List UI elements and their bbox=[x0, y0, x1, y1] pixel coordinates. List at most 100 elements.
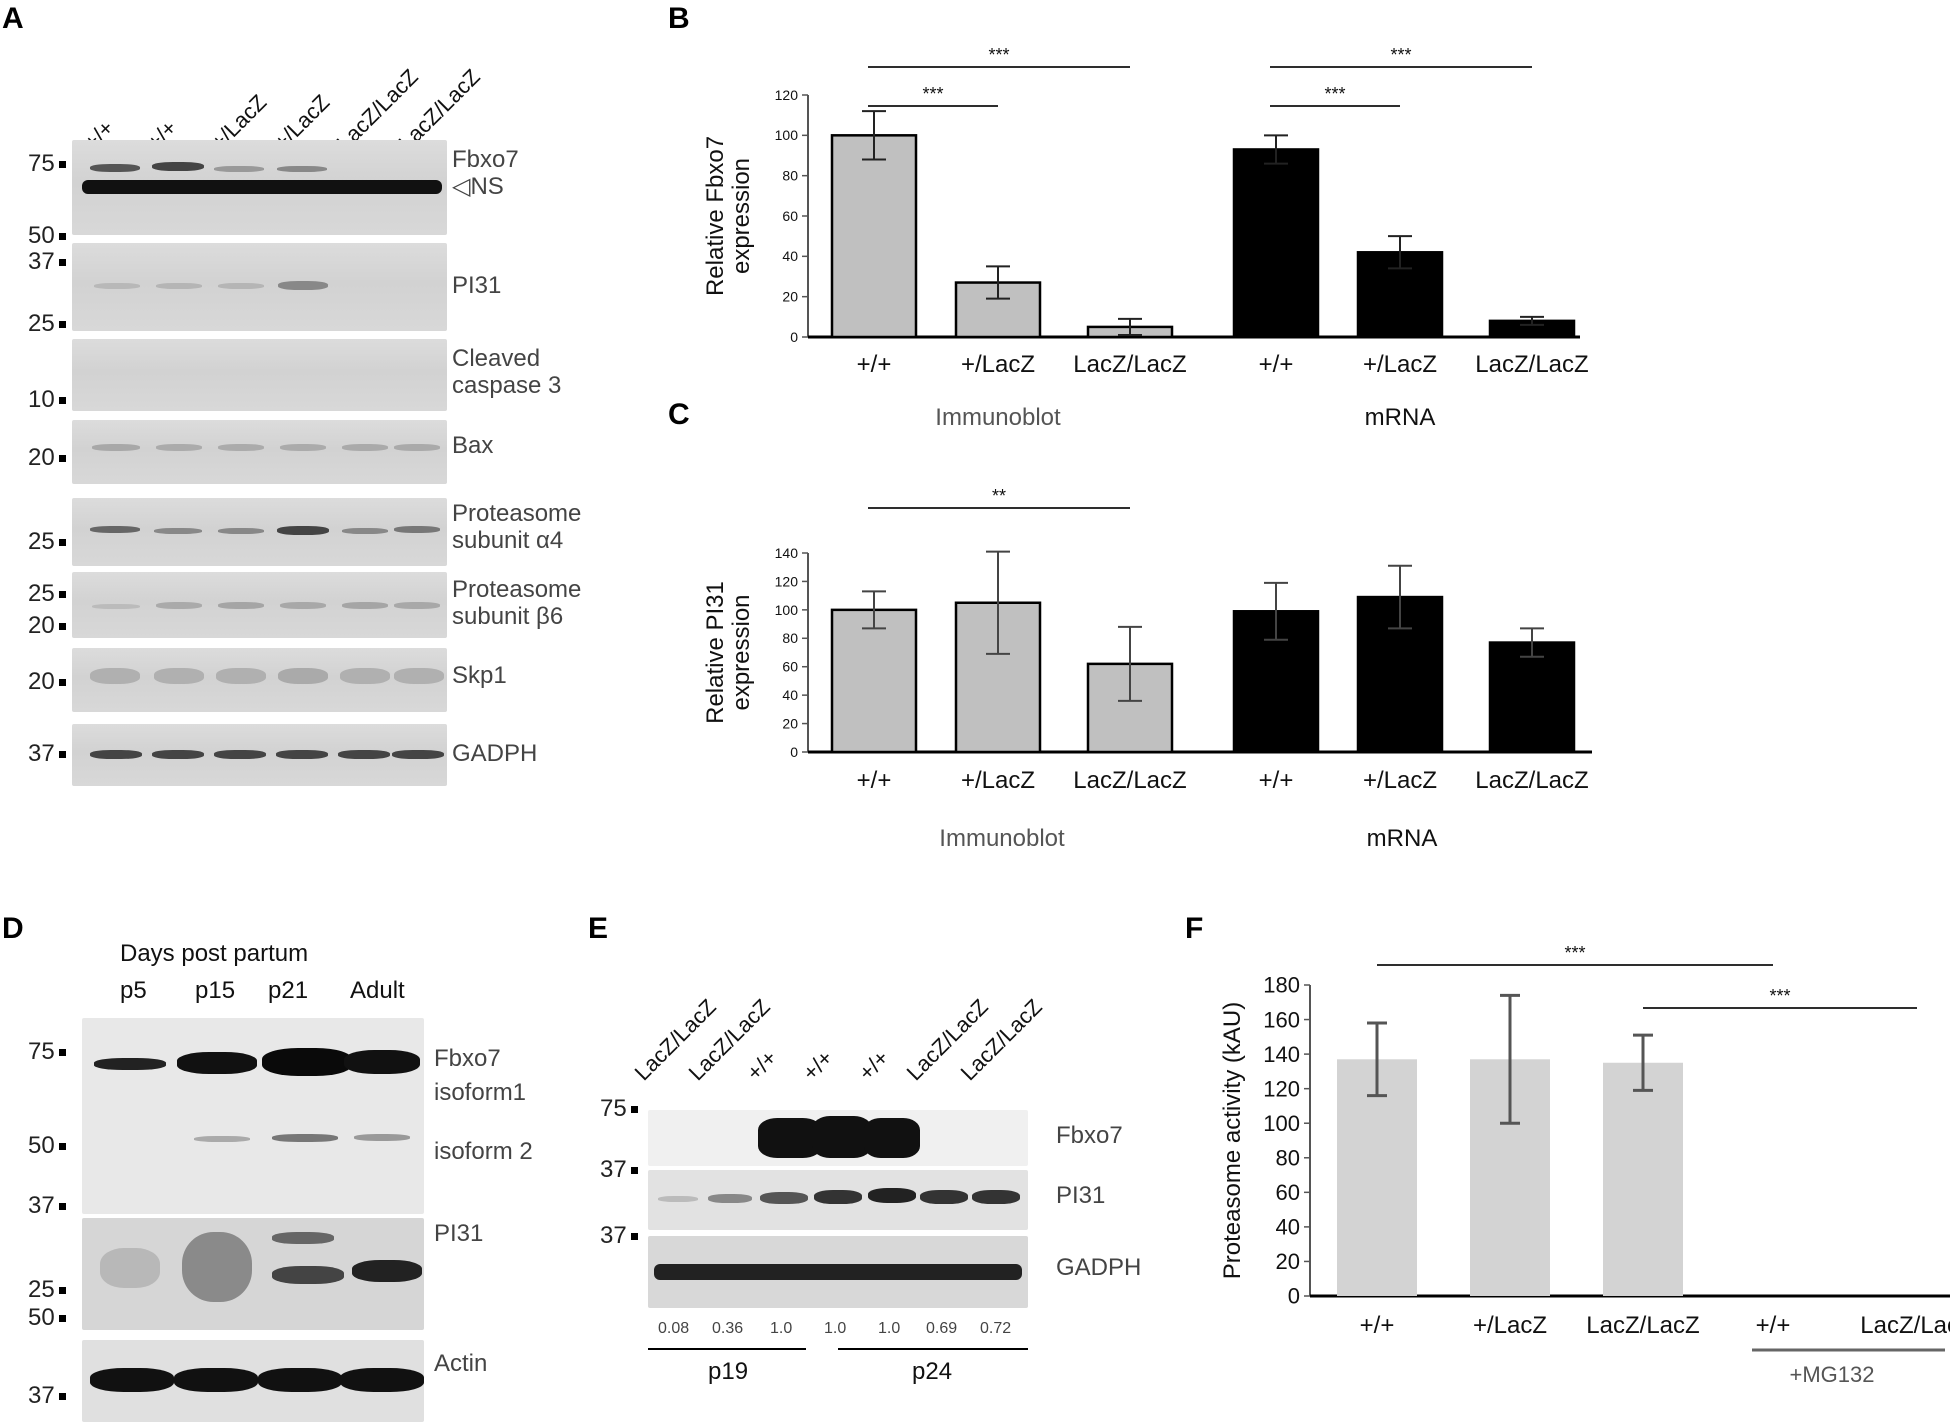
panel-d-heading: Days post partum bbox=[120, 940, 309, 967]
x-tick-label: LacZ/LacZ bbox=[1860, 1312, 1950, 1339]
y-tick-label: 80 bbox=[1276, 1145, 1300, 1170]
y-tick-label: 60 bbox=[1276, 1180, 1300, 1205]
x-tick-label: LacZ/LacZ bbox=[1586, 1312, 1699, 1339]
blot-pi31 bbox=[72, 243, 447, 331]
significance-label: *** bbox=[1324, 84, 1345, 104]
blot-cleaved-caspase-3 bbox=[72, 339, 447, 411]
lane-label: LacZ/LacZ bbox=[901, 994, 993, 1086]
y-tick-label: 40 bbox=[782, 687, 798, 703]
group-label: Immunoblot bbox=[939, 825, 1065, 852]
y-axis-label: Relative Fbxo7expression bbox=[702, 136, 755, 296]
blot-bax bbox=[72, 420, 447, 484]
bar bbox=[830, 134, 918, 339]
y-tick-label: 20 bbox=[782, 715, 798, 731]
quant-value: 0.72 bbox=[980, 1320, 1012, 1337]
chart-f: 0 20 40 60 80 100 120 140 160 180 Proteasome activ… bbox=[1219, 943, 1950, 1387]
y-tick-label: 100 bbox=[775, 602, 799, 618]
y-tick-label: 80 bbox=[782, 168, 798, 184]
x-tick-label: +/+ bbox=[857, 351, 892, 378]
panel-label-c: C bbox=[668, 398, 690, 431]
blot-label-actin: Actin bbox=[434, 1350, 488, 1377]
blot-label-isoform-2: isoform 2 bbox=[434, 1138, 533, 1165]
mw-marker: 25 bbox=[28, 1276, 66, 1304]
quant-value: 0.36 bbox=[712, 1320, 744, 1337]
mw-marker: 37 bbox=[600, 1222, 638, 1250]
blot-d-actin bbox=[82, 1340, 424, 1422]
mw-marker: 25 bbox=[28, 528, 66, 556]
y-tick-label: 40 bbox=[1276, 1215, 1300, 1240]
panel-label-d: D bbox=[2, 912, 24, 945]
x-tick-label: LacZ/LacZ bbox=[1073, 351, 1186, 378]
y-tick-label: 0 bbox=[1288, 1284, 1300, 1309]
lane-label: p21 bbox=[268, 977, 309, 1004]
group-label: mRNA bbox=[1365, 404, 1436, 431]
group-line-p24 bbox=[838, 1348, 1028, 1350]
blot-e-pi31 bbox=[648, 1170, 1028, 1230]
quant-value: 1.0 bbox=[824, 1320, 847, 1337]
blot-label-fbxo7: Fbxo7 isoform1 bbox=[434, 1045, 527, 1106]
blot-label-pi31: PI31 bbox=[452, 272, 502, 299]
chart-c: 0 20 40 60 80 100 120 140 Relative PI31expressio… bbox=[702, 486, 1592, 852]
mw-marker: 50 bbox=[28, 1304, 66, 1332]
blot-label-skp1: Skp1 bbox=[452, 662, 507, 689]
x-tick-label: +/+ bbox=[1360, 1312, 1395, 1339]
quant-value: 0.08 bbox=[658, 1320, 690, 1337]
chart-b: 0 20 40 60 80 100 120 Relative Fbxo7expression +… bbox=[702, 45, 1589, 431]
x-tick-label: +/+ bbox=[857, 767, 892, 794]
panel-d: Days post partum p5 p15 p21 Adult 75 50 … bbox=[0, 900, 580, 1422]
mw-marker: 25 bbox=[28, 310, 66, 338]
x-tick-label: LacZ/LacZ bbox=[1475, 767, 1588, 794]
significance-label: *** bbox=[988, 45, 1009, 65]
quant-value: 1.0 bbox=[770, 1320, 793, 1337]
mw-marker: 20 bbox=[28, 444, 66, 472]
bar bbox=[1488, 641, 1576, 754]
blot-label-pi31: PI31 bbox=[434, 1220, 484, 1247]
x-tick-label: +/LacZ bbox=[1363, 351, 1437, 378]
blot-d-pi31 bbox=[82, 1218, 424, 1330]
quant-row: 0.08 0.36 1.0 1.0 1.0 0.69 0.72 bbox=[648, 1320, 1028, 1340]
y-tick-label: 160 bbox=[1263, 1007, 1300, 1032]
x-tick-label: +/LacZ bbox=[961, 351, 1035, 378]
panel-label-e: E bbox=[588, 912, 609, 945]
y-tick-label: 120 bbox=[775, 573, 799, 589]
significance-label: *** bbox=[1769, 986, 1790, 1006]
panel-e: LacZ/LacZ LacZ/LacZ +/+ +/+ +/+ LacZ/Lac… bbox=[580, 900, 1180, 1409]
y-tick-label: 20 bbox=[1276, 1249, 1300, 1274]
lane-label: Adult bbox=[350, 977, 405, 1004]
group-label-p19: p19 bbox=[708, 1358, 749, 1385]
y-tick-label: 40 bbox=[782, 248, 798, 264]
y-tick-label: 120 bbox=[1263, 1076, 1300, 1101]
x-tick-label: +/+ bbox=[1259, 351, 1294, 378]
y-tick-label: 140 bbox=[775, 545, 799, 561]
mw-marker: 10 bbox=[28, 386, 66, 414]
blot-label-fbxo7: Fbxo7 ◁NS bbox=[452, 146, 519, 200]
significance-label: *** bbox=[1564, 943, 1585, 963]
significance-label: ** bbox=[992, 486, 1006, 506]
mw-marker: 75 bbox=[28, 150, 66, 178]
blot-label-proteasome-a4: Proteasome subunit α4 bbox=[452, 500, 582, 554]
bar bbox=[1337, 1059, 1417, 1296]
blot-e-fbxo7 bbox=[648, 1110, 1028, 1166]
y-tick-label: 100 bbox=[1263, 1111, 1300, 1136]
mw-marker: 20 bbox=[28, 612, 66, 640]
mw-marker: 75 bbox=[28, 1038, 66, 1066]
blot-fbxo7 bbox=[72, 140, 447, 235]
mw-marker: 37 bbox=[28, 248, 66, 276]
blot-label-gadph: GADPH bbox=[452, 740, 538, 767]
mw-marker: 75 bbox=[600, 1095, 638, 1123]
lane-label: +/+ bbox=[797, 1045, 838, 1086]
panel-label-b: B bbox=[668, 2, 690, 35]
mw-marker: 37 bbox=[600, 1156, 638, 1184]
y-tick-label: 100 bbox=[775, 127, 799, 143]
blot-proteasome-a4 bbox=[72, 498, 447, 566]
panel-label-f: F bbox=[1185, 912, 1204, 945]
y-tick-label: 0 bbox=[790, 744, 798, 760]
blot-label-cleaved-caspase-3: Cleaved caspase 3 bbox=[452, 345, 562, 399]
mw-marker: 25 bbox=[28, 580, 66, 608]
x-tick-label: +/LacZ bbox=[961, 767, 1035, 794]
quant-value: 0.69 bbox=[926, 1320, 958, 1337]
mw-marker: 37 bbox=[28, 1382, 66, 1410]
lane-label: +/+ bbox=[853, 1045, 894, 1086]
lane-label: p5 bbox=[120, 977, 147, 1004]
